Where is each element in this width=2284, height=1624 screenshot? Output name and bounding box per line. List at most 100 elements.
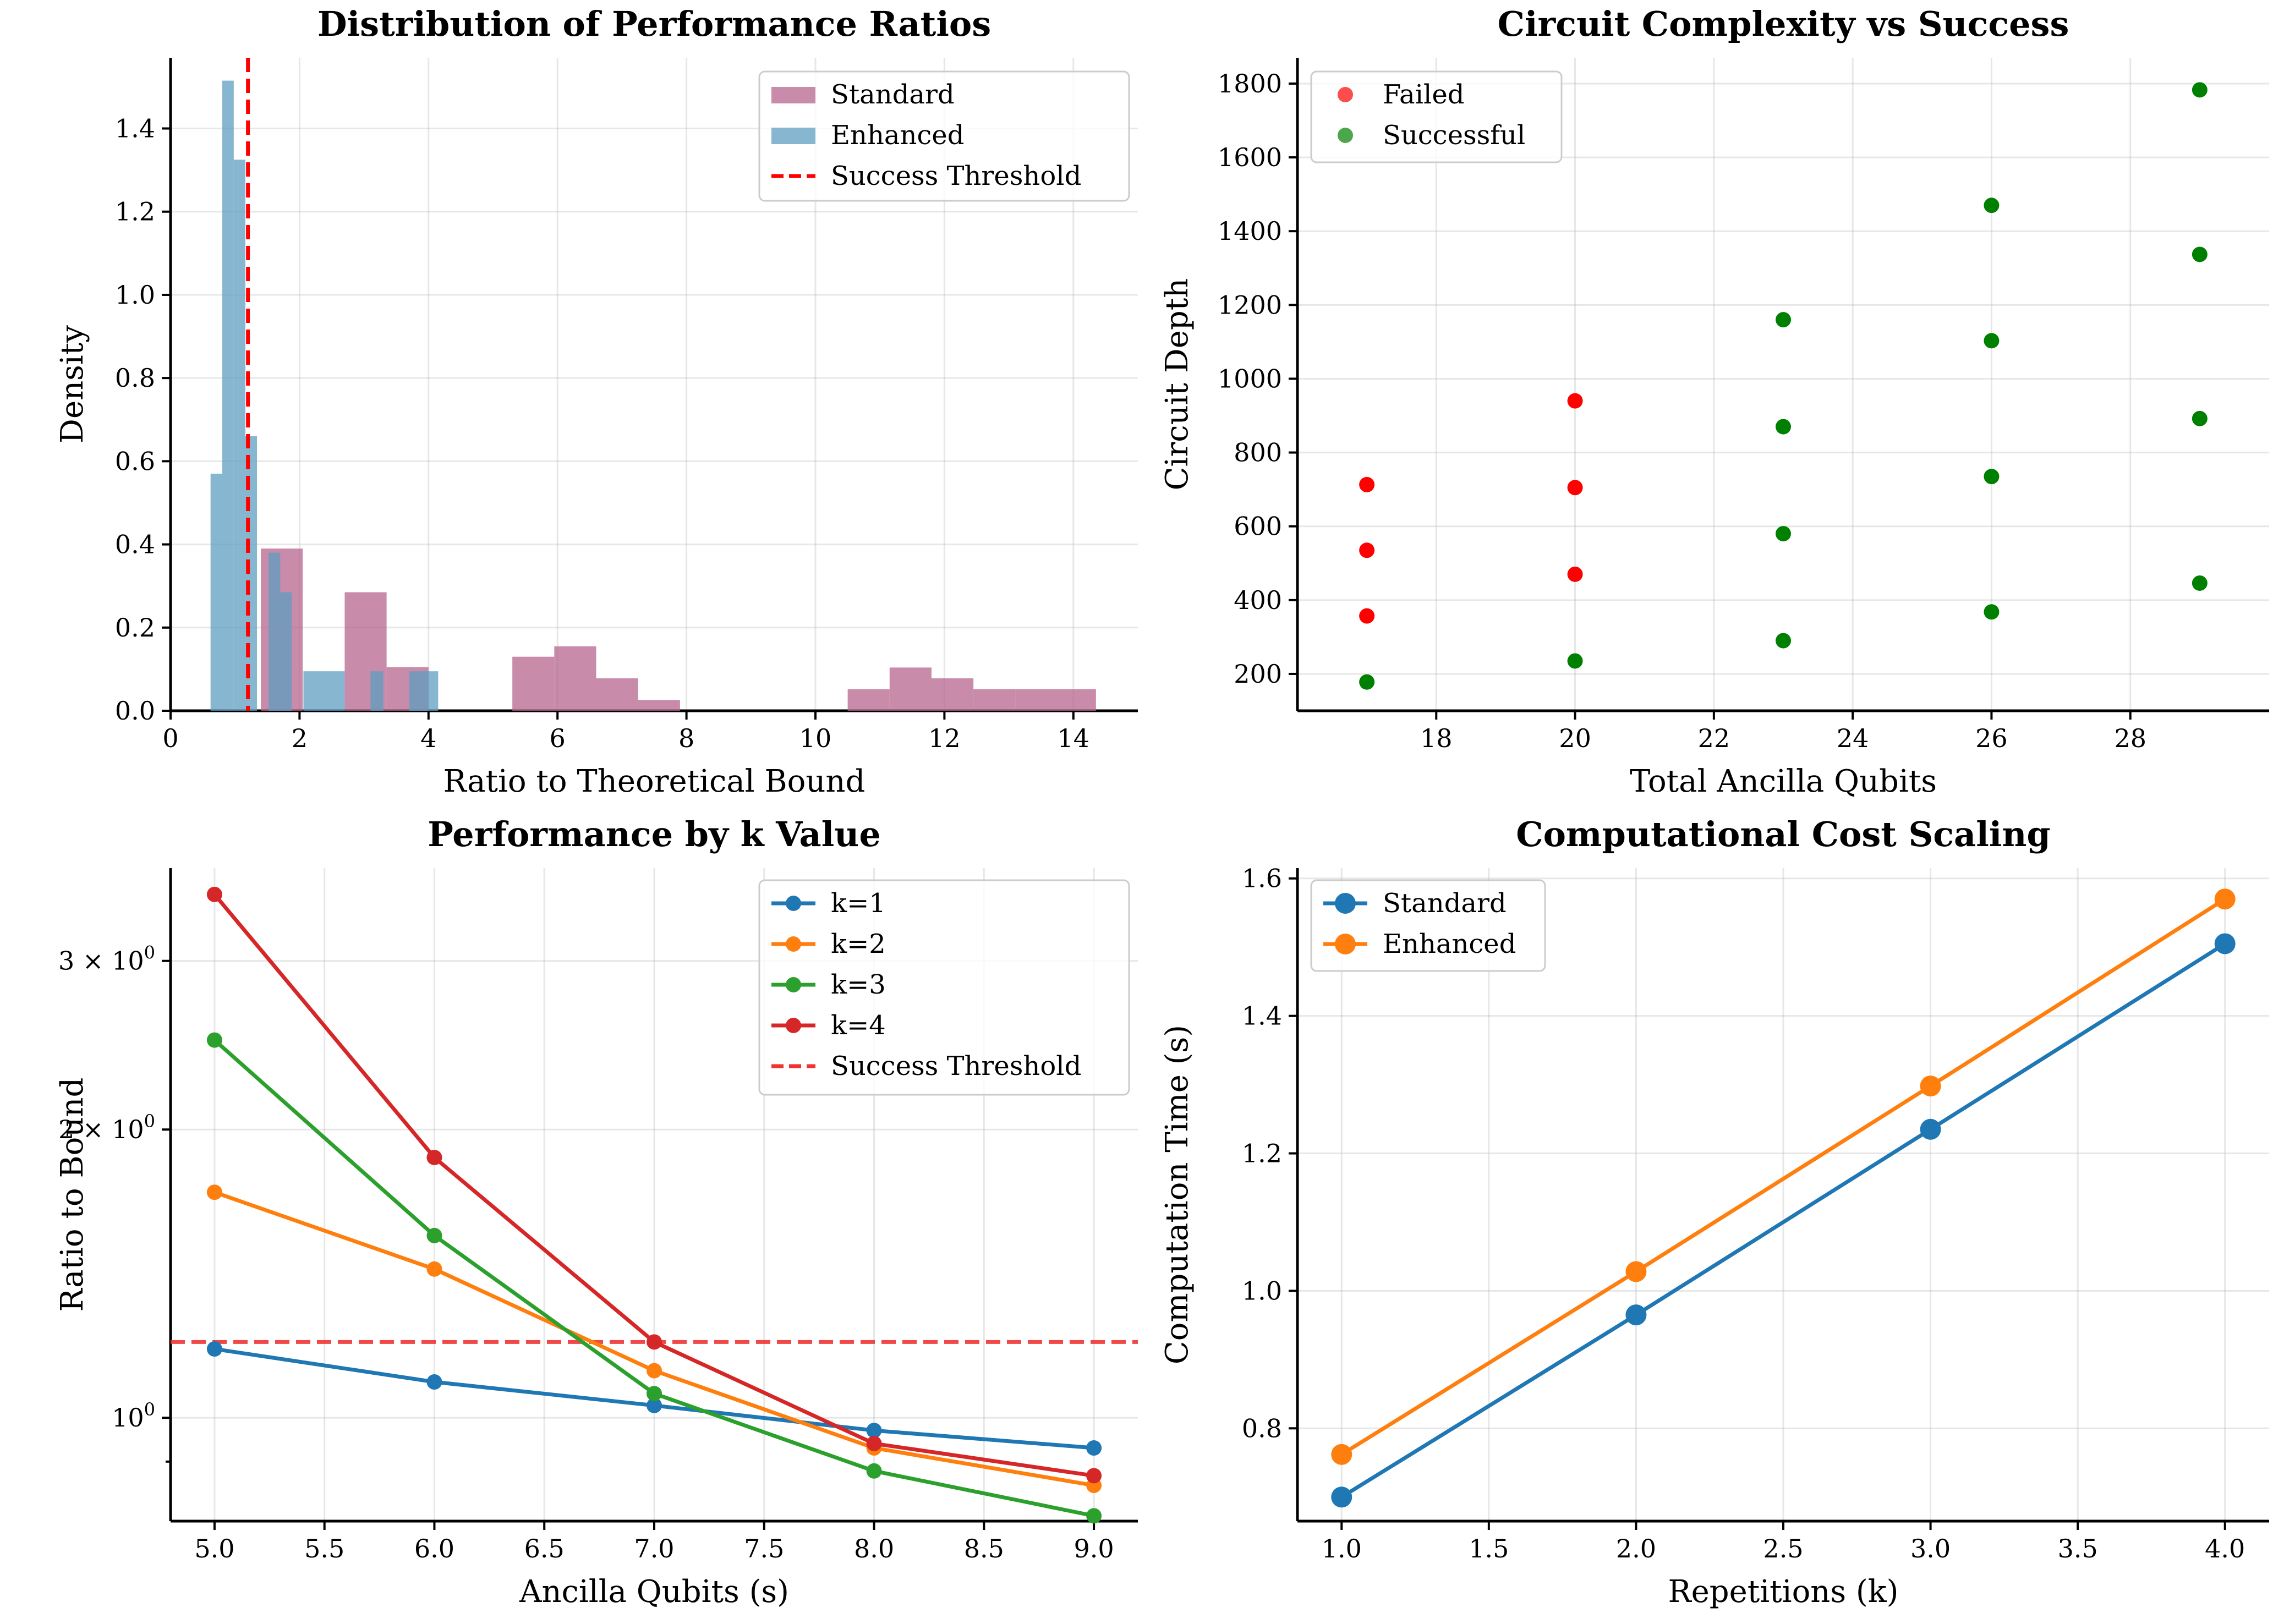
point-standard bbox=[2214, 933, 2236, 954]
y-tick-label: 100 bbox=[112, 1399, 155, 1433]
legend: Standard Enhanced Success Threshold bbox=[758, 70, 1130, 202]
successful-point bbox=[1776, 633, 1791, 649]
legend-k3-marker bbox=[786, 977, 801, 992]
x-tick-label: 7.0 bbox=[634, 1534, 674, 1563]
enhanced-bar bbox=[409, 671, 423, 711]
successful-point bbox=[1776, 526, 1791, 542]
legend-label: Standard bbox=[831, 79, 955, 110]
x-tick-label: 4.0 bbox=[2205, 1534, 2245, 1563]
y-tick-label: 0.6 bbox=[115, 446, 155, 476]
x-tick-label: 3.0 bbox=[1910, 1534, 1951, 1563]
standard-bar bbox=[638, 700, 680, 711]
failed-point bbox=[1359, 608, 1375, 624]
successful-point bbox=[2192, 575, 2208, 591]
successful-point bbox=[2192, 82, 2208, 98]
legend-label: k=3 bbox=[831, 969, 886, 1000]
successful-point bbox=[2192, 246, 2208, 262]
legend-successful-marker bbox=[1338, 128, 1353, 143]
failed-point bbox=[1359, 476, 1375, 492]
enhanced-bar bbox=[210, 474, 222, 711]
point-k2 bbox=[206, 1184, 222, 1200]
standard-bar bbox=[847, 689, 890, 711]
point-k4 bbox=[866, 1435, 882, 1451]
y-tick-label: 3 × 100 bbox=[58, 942, 155, 976]
x-tick-label: 2.5 bbox=[1763, 1534, 1803, 1563]
series-enhanced bbox=[1331, 888, 2236, 1465]
series-standard bbox=[1331, 933, 2236, 1508]
legend-label: Failed bbox=[1383, 79, 1465, 110]
legend-frame bbox=[1310, 879, 1546, 972]
legend-failed-marker bbox=[1338, 87, 1353, 102]
y-tick-label: 600 bbox=[1234, 512, 1282, 541]
point-k3 bbox=[206, 1032, 222, 1048]
x-tick-label: 10 bbox=[799, 723, 832, 753]
legend: Standard Enhanced bbox=[1310, 879, 1546, 972]
y-tick-label: 1.2 bbox=[115, 197, 155, 227]
x-tick-label: 28 bbox=[2114, 723, 2146, 753]
x-axis-label: Repetitions (k) bbox=[1668, 1574, 1898, 1610]
x-tick-label: 14 bbox=[1058, 723, 1090, 753]
y-tick-label: 0.0 bbox=[115, 696, 155, 726]
point-k1 bbox=[866, 1423, 882, 1439]
x-tick-label: 18 bbox=[1420, 723, 1453, 753]
standard-bar bbox=[973, 689, 1016, 711]
successful-point bbox=[2192, 410, 2208, 426]
x-tick-label: 24 bbox=[1837, 723, 1869, 753]
y-tick-label: 1.4 bbox=[115, 114, 155, 144]
enhanced-bar bbox=[422, 671, 439, 711]
x-axis-label: Ratio to Theoretical Bound bbox=[443, 764, 866, 799]
y-tick-label: 1000 bbox=[1218, 364, 1282, 393]
legend-k2-marker bbox=[786, 936, 801, 952]
x-tick-label: 3.5 bbox=[2058, 1534, 2098, 1563]
legend-enhanced-swatch bbox=[771, 128, 815, 144]
point-k3 bbox=[426, 1227, 442, 1243]
point-k4 bbox=[426, 1150, 442, 1166]
point-k1 bbox=[426, 1374, 442, 1390]
standard-bar bbox=[554, 646, 596, 711]
legend-enhanced-marker bbox=[1335, 934, 1356, 954]
y-tick-label: 200 bbox=[1234, 659, 1282, 689]
enhanced-bar bbox=[269, 552, 281, 711]
legend-label: Enhanced bbox=[831, 120, 964, 151]
histogram-panel: 0 2 4 6 8 10 12 14 Distribution of Performance R… bbox=[54, 4, 1138, 799]
point-k4 bbox=[1086, 1468, 1102, 1484]
legend-label: Success Threshold bbox=[831, 1051, 1081, 1082]
legend-standard-swatch bbox=[771, 87, 815, 103]
x-tick-label: 8.0 bbox=[854, 1534, 894, 1563]
standard-bar bbox=[596, 678, 638, 711]
successful-point bbox=[1776, 312, 1791, 328]
bars bbox=[210, 80, 1096, 711]
point-k3 bbox=[647, 1386, 662, 1402]
point-standard bbox=[1920, 1118, 1941, 1140]
x-tick-label: 8.5 bbox=[964, 1534, 1004, 1563]
successful-point bbox=[1984, 469, 2000, 485]
y-tick-label: 1.0 bbox=[115, 280, 155, 310]
y-tick-label: 1600 bbox=[1218, 142, 1282, 172]
successful-point bbox=[1359, 674, 1375, 690]
x-tick-label: 26 bbox=[1975, 723, 2008, 753]
legend: k=1 k=2 k=3 k=4 Success Threshold bbox=[758, 879, 1130, 1096]
x-tick-label: 6.5 bbox=[524, 1534, 565, 1563]
x-tick-label: 8 bbox=[678, 723, 694, 753]
enhanced-bar bbox=[280, 592, 292, 711]
series-k3 bbox=[206, 1032, 1102, 1524]
scatter-panel: 18 20 22 24 26 28 Circuit Complexity vs Succes… bbox=[1159, 4, 2269, 799]
legend-frame bbox=[1310, 70, 1563, 163]
x-axis-label: Total Ancilla Qubits bbox=[1630, 764, 1937, 799]
grid bbox=[1297, 868, 2269, 1521]
chart-title: Circuit Complexity vs Success bbox=[1498, 4, 2069, 44]
legend-label: Success Threshold bbox=[831, 161, 1081, 191]
y-tick-label: 1400 bbox=[1218, 216, 1282, 246]
legend-label: k=1 bbox=[831, 888, 886, 919]
x-axis-label: Ancilla Qubits (s) bbox=[519, 1574, 789, 1610]
points bbox=[1359, 82, 2208, 690]
y-tick-label: 400 bbox=[1234, 585, 1282, 615]
enhanced-bar bbox=[222, 80, 234, 711]
x-tick-label: 2.0 bbox=[1616, 1534, 1656, 1563]
enhanced-bar bbox=[303, 671, 345, 711]
legend-standard-marker bbox=[1335, 893, 1356, 914]
line-enhanced bbox=[1340, 897, 2226, 1456]
x-tick-label: 12 bbox=[928, 723, 961, 753]
y-tick-label: 1.0 bbox=[1242, 1276, 1282, 1305]
